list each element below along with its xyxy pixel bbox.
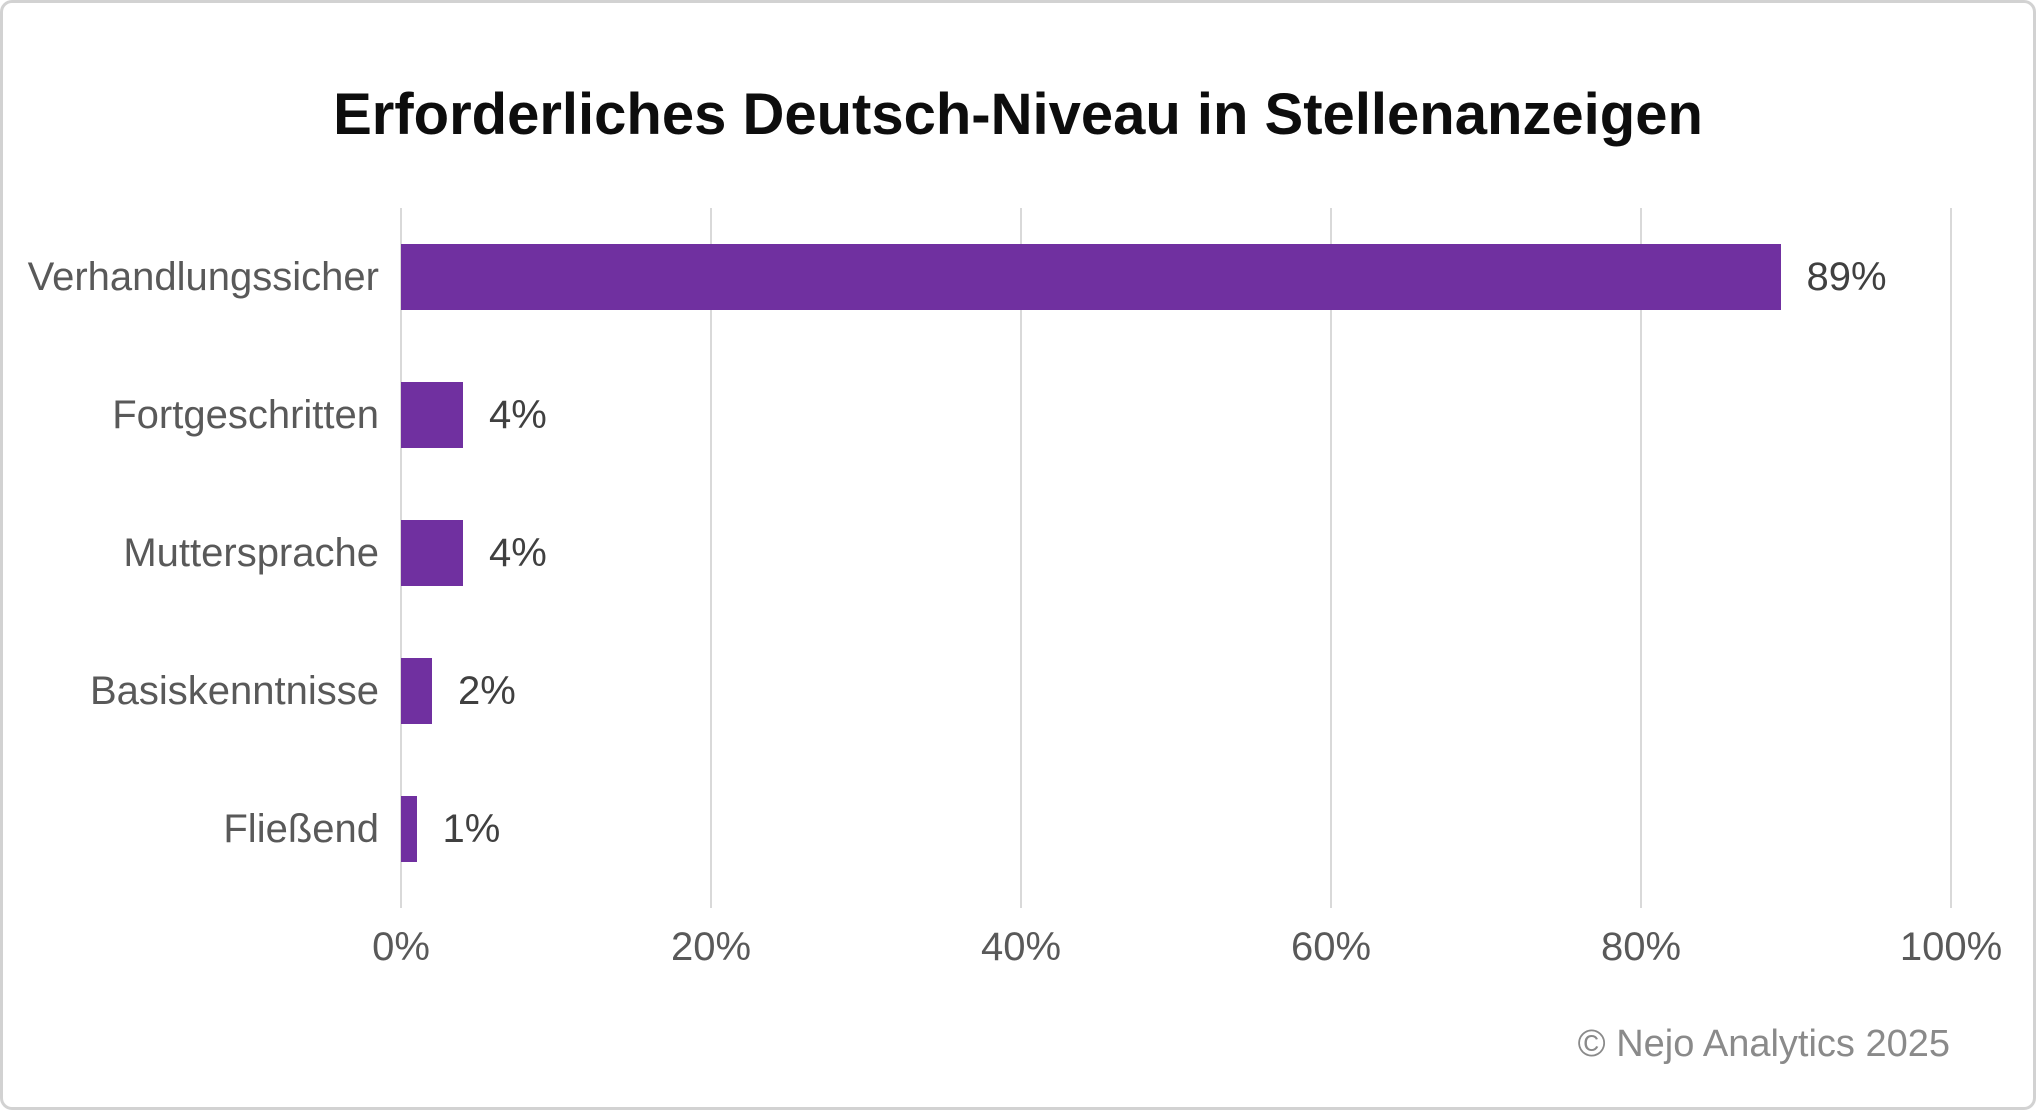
chart-title: Erforderliches Deutsch-Niveau in Stellen… [333, 82, 1703, 147]
copyright-note: © Nejo Analytics 2025 [1577, 1023, 1950, 1065]
x-axis: 0% 20% 40% 60% 80% 100% [372, 925, 2002, 985]
category-label: Fließend [223, 806, 379, 851]
bar-flie-end [401, 796, 417, 862]
bar-row: Fortgeschritten 4% [112, 346, 1951, 484]
gridline [1640, 208, 1642, 908]
value-label: 4% [489, 530, 547, 575]
bar-basiskenntnisse [401, 658, 432, 724]
plot-area: Verhandlungssicher 89% Fortgeschritten 4% Mu… [28, 208, 1952, 908]
bar-fortgeschritten [401, 382, 463, 448]
x-tick-label: 0% [372, 925, 430, 969]
category-label: Fortgeschritten [112, 392, 379, 437]
gridline [710, 208, 712, 908]
x-tick-label: 20% [670, 925, 752, 969]
category-label: Verhandlungssicher [27, 254, 379, 299]
value-label: 1% [442, 806, 501, 851]
bar-row: Basiskenntnisse 2% [90, 622, 1951, 760]
category-label: Muttersprache [123, 530, 379, 575]
gridline [1950, 208, 1952, 908]
value-label: 89% [1806, 254, 1887, 299]
bar-row: Muttersprache 4% [123, 484, 1951, 622]
gridline [1020, 208, 1022, 908]
value-label: 4% [489, 392, 547, 437]
x-tick-label: 80% [1600, 925, 1682, 969]
bar-row: Fließend 1% [223, 760, 1951, 898]
x-tick-label: 60% [1290, 925, 1372, 969]
x-tick-label: 100% [1899, 925, 2003, 969]
value-label: 2% [458, 668, 516, 713]
category-label: Basiskenntnisse [89, 668, 379, 713]
bar-verhandlungssicher [401, 244, 1781, 310]
bar-row: Verhandlungssicher 89% [28, 208, 1951, 346]
x-tick-label: 40% [980, 925, 1062, 969]
bar-muttersprache [401, 520, 463, 586]
gridline [1330, 208, 1332, 908]
